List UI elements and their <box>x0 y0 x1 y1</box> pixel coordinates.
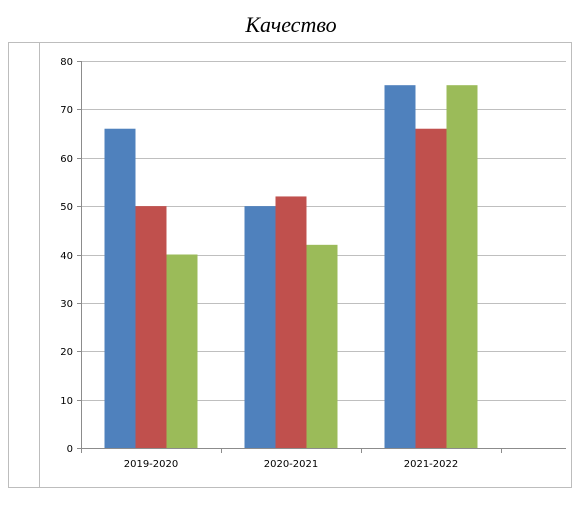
bar-2021-2022-series-2 <box>415 128 447 448</box>
bar-2021-2022-series-3 <box>446 85 478 448</box>
y-tick-label: 70 <box>60 105 73 116</box>
x-tick-label: 2021-2022 <box>404 459 459 470</box>
bar-2021-2022-series-1 <box>384 85 416 448</box>
chart-frame <box>8 42 572 488</box>
y-tick-label: 80 <box>60 57 73 68</box>
y-tick-label: 30 <box>60 299 73 310</box>
bar-2019-2020-series-1 <box>104 128 136 448</box>
axes <box>77 61 566 453</box>
x-tick-label: 2020-2021 <box>264 459 319 470</box>
y-tick-label: 60 <box>60 154 73 165</box>
bar-2020-2021-series-2 <box>275 196 307 448</box>
bar-2020-2021-series-3 <box>306 244 338 448</box>
bar-2019-2020-series-2 <box>135 206 167 448</box>
x-tick-label: 2019-2020 <box>124 459 179 470</box>
chart-title: Качество <box>245 12 337 37</box>
y-tick-label: 40 <box>60 251 73 262</box>
y-tick-label: 20 <box>60 347 73 358</box>
bar-2020-2021-series-1 <box>244 206 276 448</box>
bar-2019-2020-series-3 <box>166 254 198 448</box>
y-tick-label: 10 <box>60 396 73 407</box>
y-tick-label: 0 <box>67 444 73 455</box>
y-tick-label: 50 <box>60 202 73 213</box>
frame-divider <box>39 42 40 488</box>
bars <box>104 85 478 448</box>
tick-labels: 0 10 20 30 40 50 60 70 80 2019-2020 2020-2021 2021-… <box>60 57 458 470</box>
